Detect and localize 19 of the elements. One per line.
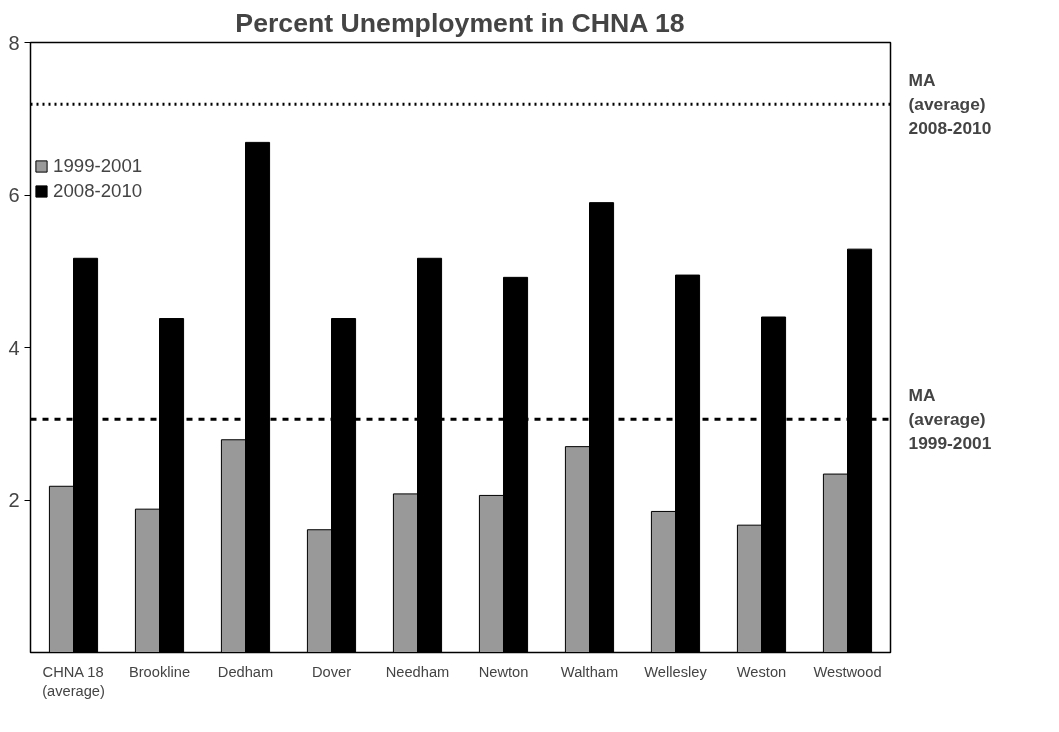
x-tick-label: Dover — [311, 663, 352, 680]
x-tick-label: Westwood — [813, 663, 882, 680]
x-tick-label: Waltham — [560, 663, 619, 680]
legend-label: 1999-2001 — [53, 155, 143, 177]
y-tick-label: 2 — [8, 489, 20, 511]
x-tick-label: Wellesley — [644, 663, 708, 680]
y-tick-label: 4 — [8, 336, 20, 359]
x-tick-label: CHNA 18 (average) — [42, 663, 105, 699]
y-tick-label: 8 — [8, 31, 20, 54]
ref-line-label: MA (average) 2008-2010 — [908, 70, 992, 139]
chart-title: Percent Unemployment in CHNA 18 — [235, 7, 685, 38]
ref-line-label: MA (average) 1999-2001 — [908, 385, 992, 454]
x-tick-label: Newton — [478, 663, 529, 680]
y-tick-label: 6 — [8, 184, 20, 206]
x-tick-label: Brookline — [128, 663, 191, 680]
x-tick-label: Dedham — [217, 663, 274, 680]
x-tick-label: Needham — [385, 663, 450, 680]
x-tick-label: Weston — [736, 663, 787, 680]
legend-label: 2008-2010 — [53, 180, 143, 202]
